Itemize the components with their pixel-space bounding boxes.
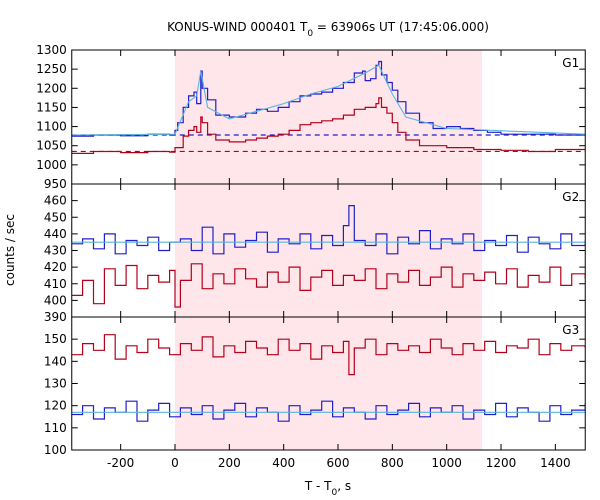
x-tick-label: 1000: [431, 456, 462, 470]
highlight-layer: [175, 50, 482, 450]
panel-label-g3: G3: [562, 323, 579, 337]
panel-label-g2: G2: [562, 190, 579, 204]
y-tick-label: 1200: [36, 81, 67, 95]
series-fit-g1: [71, 64, 586, 136]
panel-g2-series: [71, 205, 586, 308]
x-tick-label: 400: [272, 456, 295, 470]
y-tick-label: 1050: [36, 139, 67, 153]
y-tick-label: 410: [44, 277, 67, 291]
x-tick-label: 0: [171, 456, 179, 470]
y-tick-label: 400: [44, 293, 67, 307]
series-blue-g3: [71, 400, 586, 422]
y-tick-label: 120: [44, 399, 67, 413]
y-tick-label: 1000: [36, 158, 67, 172]
series-red-g2: [71, 263, 586, 308]
chart-title: KONUS-WIND 000401 T0 = 63906s UT (17:45:…: [167, 20, 489, 39]
highlight-interval-g1: [175, 50, 482, 184]
series-blue-g1: [71, 60, 586, 137]
panel-label-g1: G1: [562, 56, 579, 70]
y-tick-label: 460: [44, 194, 67, 208]
highlight-interval-g2: [175, 184, 482, 317]
x-tick-label: -200: [107, 456, 134, 470]
y-tick-label: 430: [44, 244, 67, 258]
x-axis-label: T - T0, s: [304, 479, 351, 498]
x-tick-label: 600: [327, 456, 350, 470]
y-tick-label: 130: [44, 377, 67, 391]
y-tick-label: 110: [44, 421, 67, 435]
x-tick-label: 800: [381, 456, 404, 470]
series-red-g1: [71, 97, 586, 154]
y-tick-label: 1100: [36, 120, 67, 134]
y-tick-label: 1250: [36, 62, 67, 76]
panel-g1-series: [71, 60, 586, 154]
x-tick-label: 1200: [486, 456, 517, 470]
y-tick-label: 420: [44, 260, 67, 274]
chart-title-suffix: = 63906s UT (17:45:06.000): [313, 20, 489, 34]
series-layer: [71, 60, 586, 422]
y-tick-label: 1150: [36, 100, 67, 114]
x-axis-label-prefix: T - T: [304, 479, 332, 493]
x-axis-label-subscript: 0: [332, 488, 338, 498]
y-tick-label: 440: [44, 227, 67, 241]
x-axis-label-suffix: , s: [337, 479, 351, 493]
x-tick-label: 200: [218, 456, 241, 470]
y-tick-label: 150: [44, 332, 67, 346]
x-tick-label: 1400: [540, 456, 571, 470]
chart-title-prefix: KONUS-WIND 000401 T: [167, 20, 308, 34]
y-tick-label: 1300: [36, 43, 67, 57]
chart-title-subscript: 0: [307, 29, 313, 39]
y-tick-label: 950: [44, 177, 67, 191]
y-tick-label: 140: [44, 354, 67, 368]
series-red-g3: [71, 334, 586, 376]
panel-frames-layer: [71, 49, 586, 451]
y-tick-label: 390: [44, 310, 67, 324]
panel-g3-series: [71, 334, 586, 422]
y-axis-label: counts / sec: [3, 214, 17, 286]
y-tick-label: 100: [44, 443, 67, 457]
labels-layer: G19501000105011001150120012501300G239040…: [36, 43, 579, 470]
series-blue-g2: [71, 205, 586, 255]
highlight-interval-g3: [175, 317, 482, 450]
y-tick-label: 450: [44, 210, 67, 224]
